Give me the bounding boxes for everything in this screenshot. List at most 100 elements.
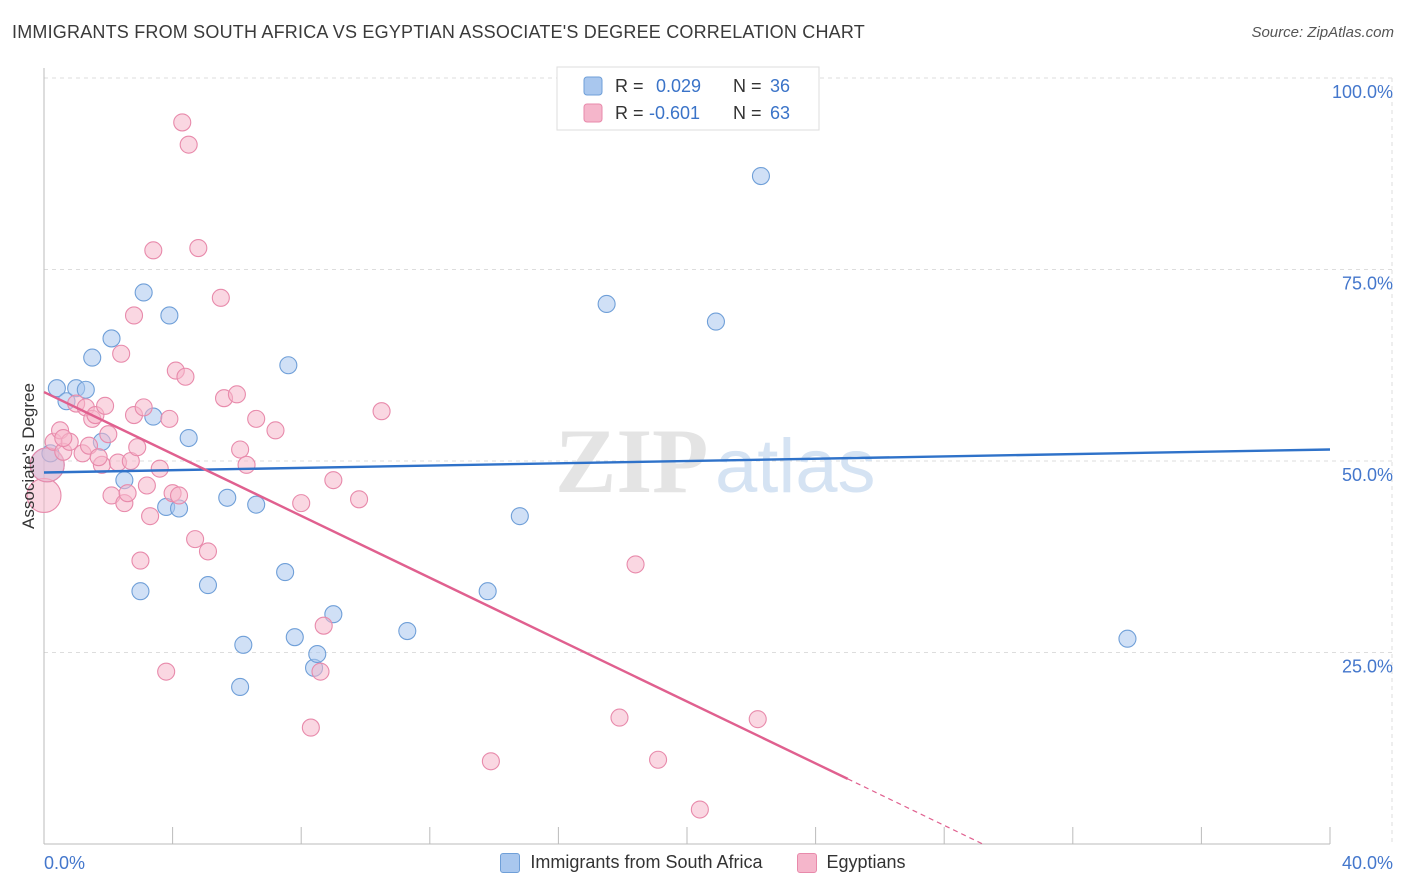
legend-r-label-1: R = [615,76,649,96]
point-pink [301,718,320,737]
point-blue [308,644,327,664]
point-pink [314,616,333,635]
point-pink [350,490,369,509]
legend-n-value-2: 63 [770,103,790,123]
y-tick-label: 25.0% [1342,657,1393,677]
point-blue [76,380,95,399]
point-blue [231,677,250,697]
x-tick-label-max: 40.0% [1342,853,1393,873]
legend-item-south-africa: Immigrants from South Africa [500,852,763,873]
point-blue [751,166,770,186]
point-pink [137,476,156,495]
point-pink [176,367,195,386]
legend-n-value-1: 36 [770,76,790,96]
point-blue [47,379,66,398]
point-pink [211,288,230,307]
y-axis-label: Associate's Degree [19,383,38,529]
point-blue [1118,629,1137,648]
point-pink [124,306,144,325]
y-tick-label: 100.0% [1332,82,1393,102]
point-pink [54,428,73,448]
point-pink [481,752,500,771]
point-pink [89,448,108,467]
watermark-atlas: atlas [715,424,876,509]
point-pink [189,239,208,258]
point-blue [597,294,616,314]
legend-swatch-south-africa [500,852,521,873]
point-pink [96,396,115,415]
point-blue [160,306,179,325]
point-pink [610,708,629,727]
series-blue [29,68,1137,697]
point-pink [150,459,169,478]
point-pink [186,530,205,549]
point-blue [198,576,218,595]
x-tick-label-min: 0.0% [44,853,85,873]
point-pink [141,507,160,526]
point-pink [266,421,285,440]
point-pink [128,438,147,457]
point-blue [279,356,298,375]
y-tick-label: 75.0% [1342,274,1393,294]
point-pink [118,484,137,503]
point-blue [134,283,153,302]
point-blue [218,488,237,507]
legend-n-label-2: N = [733,103,767,123]
point-pink [157,662,176,681]
legend-r-value-1: 0.029 [656,76,701,96]
point-pink [134,398,153,417]
point-blue [179,428,198,448]
legend-r-value-2: -0.601 [649,103,700,123]
point-pink [626,555,645,574]
legend-top: R = 0.029 N = 36 R = -0.601 N = 63 [556,66,820,131]
source-label: Source: ZipAtlas.com [1251,24,1394,41]
point-pink [198,542,218,561]
point-pink [247,409,266,428]
point-blue [285,628,304,647]
legend-swatch-pink [583,103,603,123]
series-pink [26,113,767,819]
legend-item-egyptians: Egyptians [796,852,906,873]
point-blue [510,507,529,526]
point-blue [478,582,497,601]
point-blue [234,635,253,654]
trendline-pink [43,390,849,780]
point-pink [227,385,246,404]
legend-bottom: Immigrants from South Africa Egyptians [0,852,1406,873]
point-blue [398,622,417,641]
point-pink [372,402,391,421]
point-pink [311,662,330,681]
trend-layer [43,390,1331,845]
point-pink [99,425,118,444]
point-blue [276,563,295,582]
trendline-blue [43,448,1331,474]
point-pink [179,135,198,154]
legend-swatch-blue [583,76,603,96]
point-pink [144,241,163,260]
chart-title: IMMIGRANTS FROM SOUTH AFRICA VS EGYPTIAN… [12,22,865,42]
point-blue [83,348,102,367]
point-pink [112,344,131,363]
point-pink [690,800,709,819]
point-blue [706,312,725,331]
point-pink [292,494,311,513]
point-blue [131,582,150,601]
legend-n-label-1: N = [733,76,767,96]
legend-swatch-egyptians [796,852,817,873]
legend-label-south-africa: Immigrants from South Africa [530,852,763,872]
point-pink [231,440,250,459]
trendline-dashed-pink [847,778,984,845]
point-blue [247,495,266,514]
point-pink [324,471,343,490]
legend-label-egyptians: Egyptians [826,852,906,872]
point-pink [748,710,767,729]
point-blue [102,329,121,348]
point-pink [169,486,189,505]
legend-r-label-2: R = [615,103,649,123]
point-pink [131,551,150,570]
y-tick-label: 50.0% [1342,465,1393,485]
point-pink [173,113,192,132]
point-pink [160,409,179,428]
point-pink [237,455,256,474]
